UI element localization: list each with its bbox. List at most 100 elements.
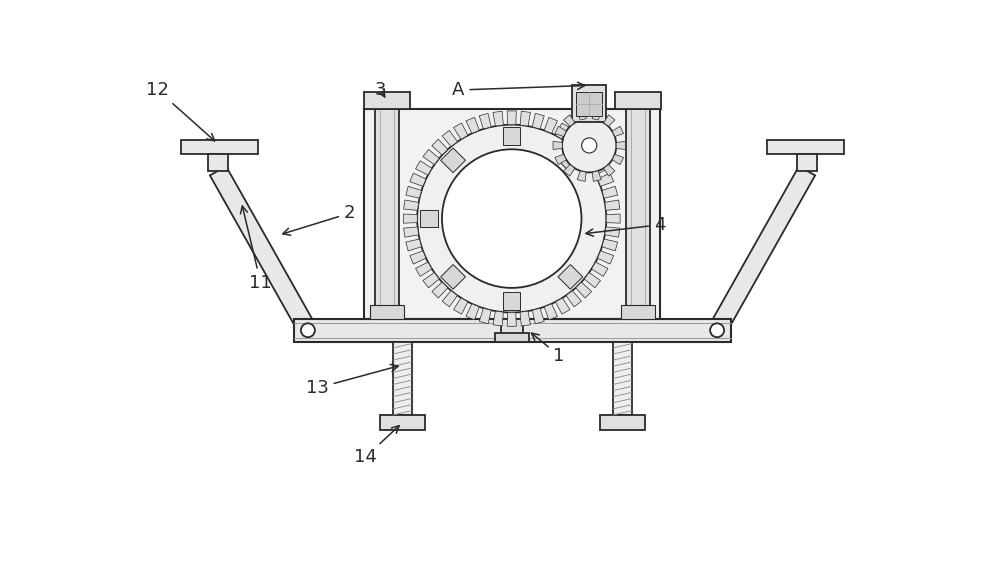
- Bar: [626, 109, 650, 319]
- Text: A: A: [452, 81, 585, 99]
- Polygon shape: [210, 166, 316, 335]
- Polygon shape: [416, 262, 432, 276]
- Polygon shape: [558, 265, 583, 289]
- Polygon shape: [544, 117, 557, 134]
- Bar: [380, 415, 425, 430]
- Circle shape: [710, 323, 724, 337]
- Polygon shape: [555, 126, 566, 136]
- Polygon shape: [602, 186, 618, 198]
- Polygon shape: [454, 123, 468, 139]
- Polygon shape: [404, 200, 419, 210]
- Polygon shape: [432, 139, 448, 155]
- Polygon shape: [507, 111, 516, 125]
- Bar: [375, 109, 399, 319]
- Polygon shape: [592, 171, 601, 182]
- Circle shape: [582, 138, 597, 153]
- Polygon shape: [602, 239, 618, 251]
- Polygon shape: [466, 117, 479, 134]
- Text: 12: 12: [146, 81, 215, 141]
- Polygon shape: [612, 126, 624, 136]
- Polygon shape: [544, 304, 557, 320]
- Polygon shape: [532, 113, 544, 129]
- Polygon shape: [592, 262, 608, 276]
- Polygon shape: [441, 148, 465, 173]
- Polygon shape: [410, 173, 426, 186]
- Bar: [208, 154, 228, 171]
- Polygon shape: [507, 312, 516, 327]
- Polygon shape: [592, 161, 608, 175]
- Text: 11: 11: [240, 206, 272, 292]
- Polygon shape: [577, 109, 586, 120]
- Bar: [615, 92, 661, 109]
- Bar: [613, 342, 632, 415]
- Polygon shape: [406, 186, 422, 198]
- Polygon shape: [604, 115, 615, 126]
- Bar: [501, 319, 523, 342]
- Polygon shape: [576, 139, 592, 155]
- Polygon shape: [432, 282, 448, 298]
- Polygon shape: [555, 155, 566, 165]
- Text: 1: 1: [531, 333, 565, 365]
- Polygon shape: [423, 272, 439, 288]
- Polygon shape: [441, 265, 465, 289]
- Polygon shape: [555, 123, 570, 139]
- Polygon shape: [479, 113, 491, 129]
- Polygon shape: [555, 298, 570, 314]
- Polygon shape: [597, 251, 614, 264]
- Text: 13: 13: [306, 364, 398, 397]
- Polygon shape: [612, 155, 624, 165]
- Polygon shape: [503, 292, 520, 310]
- Circle shape: [301, 323, 315, 337]
- Polygon shape: [566, 290, 581, 307]
- Bar: [600, 415, 645, 430]
- Polygon shape: [493, 311, 503, 326]
- Text: 3: 3: [375, 81, 386, 99]
- Circle shape: [562, 118, 616, 173]
- Polygon shape: [709, 166, 815, 335]
- Bar: [393, 342, 412, 415]
- Polygon shape: [532, 308, 544, 324]
- Polygon shape: [553, 142, 562, 149]
- Polygon shape: [423, 149, 439, 165]
- Polygon shape: [406, 239, 422, 251]
- Polygon shape: [454, 298, 468, 314]
- Polygon shape: [558, 148, 583, 173]
- Polygon shape: [520, 311, 530, 326]
- Bar: [294, 319, 731, 342]
- Bar: [621, 305, 655, 319]
- Polygon shape: [520, 111, 530, 126]
- Polygon shape: [416, 161, 432, 175]
- Polygon shape: [466, 304, 479, 320]
- Polygon shape: [442, 130, 457, 147]
- Circle shape: [417, 125, 606, 312]
- Polygon shape: [410, 251, 426, 264]
- Bar: [495, 333, 529, 342]
- Polygon shape: [605, 200, 620, 210]
- Bar: [797, 154, 817, 171]
- Polygon shape: [584, 272, 601, 288]
- Polygon shape: [604, 165, 615, 176]
- Polygon shape: [584, 149, 601, 165]
- Circle shape: [442, 149, 581, 288]
- Bar: [767, 140, 844, 154]
- Polygon shape: [493, 111, 503, 126]
- Bar: [364, 109, 660, 319]
- Polygon shape: [605, 227, 620, 237]
- Polygon shape: [403, 214, 417, 223]
- Text: 2: 2: [283, 204, 356, 235]
- Bar: [181, 140, 258, 154]
- Polygon shape: [566, 130, 581, 147]
- Polygon shape: [442, 290, 457, 307]
- Bar: [576, 91, 602, 116]
- Polygon shape: [563, 165, 575, 176]
- Polygon shape: [606, 214, 620, 223]
- Bar: [364, 92, 410, 109]
- Polygon shape: [420, 210, 438, 227]
- Polygon shape: [577, 171, 586, 182]
- Text: 14: 14: [354, 426, 399, 466]
- Text: 4: 4: [586, 216, 666, 236]
- Polygon shape: [503, 127, 520, 145]
- Polygon shape: [597, 173, 614, 186]
- Polygon shape: [479, 308, 491, 324]
- Bar: [572, 85, 606, 122]
